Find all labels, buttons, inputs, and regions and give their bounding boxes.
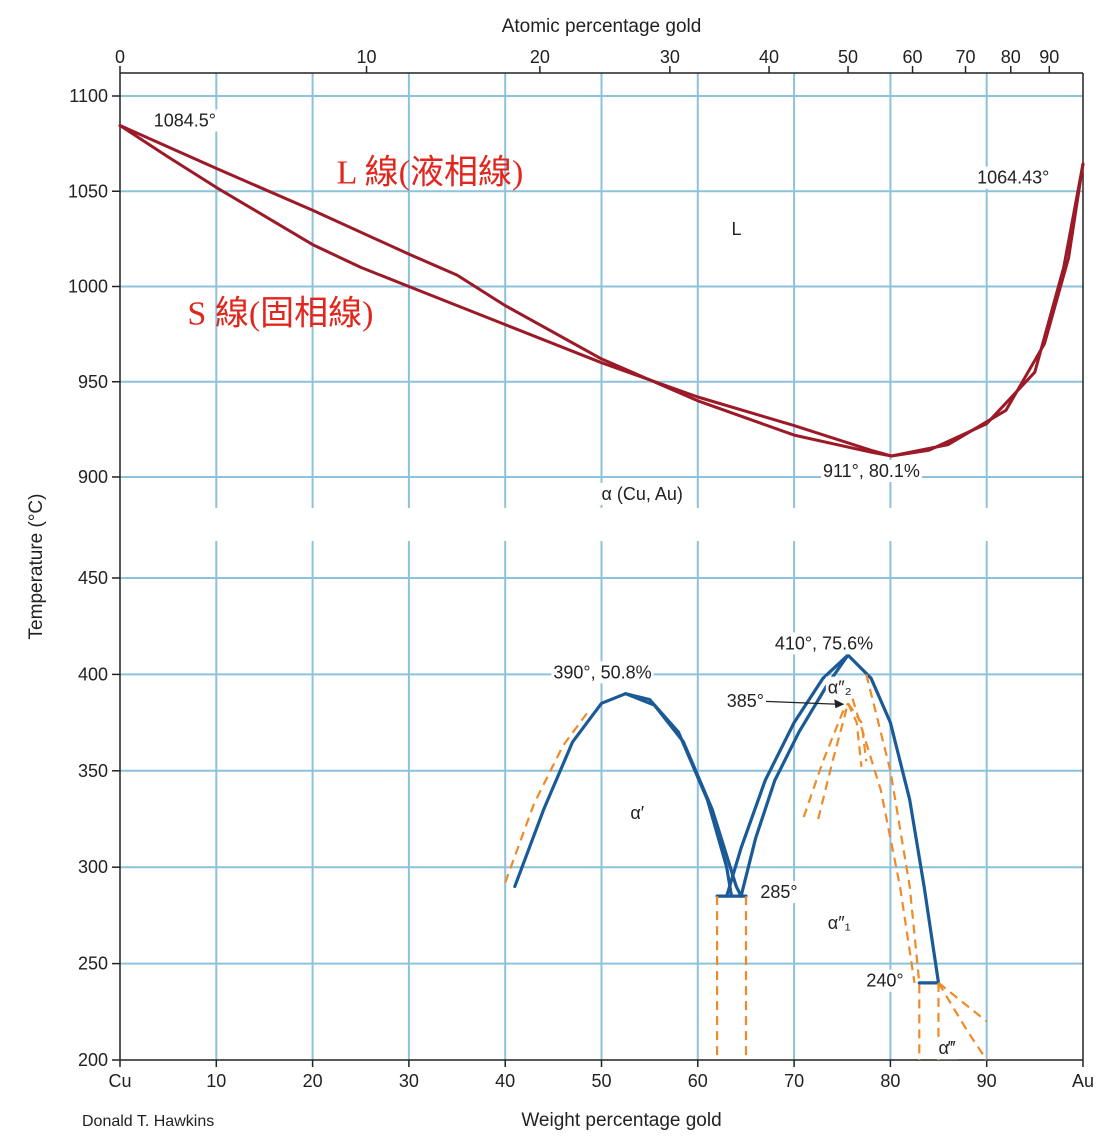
y-tick-label: 1100	[69, 86, 108, 106]
x-axis-title: Weight percentage gold	[521, 1110, 721, 1131]
y-tick-label: 250	[78, 954, 108, 974]
series-metastable-uncertain-boundaries	[847, 702, 868, 762]
y-tick-label: 950	[78, 372, 108, 392]
annotation-bg	[820, 460, 922, 482]
annotation-bg	[825, 911, 853, 934]
annotation-label: α″₁	[828, 913, 851, 933]
annotation-bg	[724, 690, 766, 713]
x-tick-label: 10	[206, 1071, 226, 1091]
series-metastable-uncertain-boundaries	[846, 702, 863, 768]
top-tick-label: 60	[903, 47, 923, 67]
annotation-bg	[729, 218, 744, 241]
annotation-bg	[975, 166, 1052, 189]
annotation-label: 385°	[727, 691, 764, 711]
annotation-bg	[936, 1037, 958, 1060]
y-tick-label: 900	[78, 467, 108, 487]
annotation-label: 1064.43°	[977, 168, 1049, 188]
y-tick-label: 400	[78, 664, 108, 684]
x-tick-label: 90	[977, 1071, 997, 1091]
y-tick-label: 300	[78, 857, 108, 877]
red-note: S 線(固相線)	[187, 295, 373, 333]
series-alpha-1-boundary-right	[846, 653, 941, 985]
top-tick-label: 0	[115, 47, 125, 67]
series-solidus	[118, 124, 1085, 458]
y-tick-label: 1000	[68, 277, 108, 297]
top-tick-label: 20	[530, 47, 550, 67]
x-tick-label: 70	[784, 1071, 804, 1091]
top-tick-label: 50	[838, 47, 858, 67]
top-tick-label: 90	[1039, 47, 1059, 67]
annotation-bg	[599, 482, 685, 505]
series-metastable-uncertain-boundaries	[817, 703, 850, 820]
top-tick-label: 70	[955, 47, 975, 67]
y-tick-label: 200	[78, 1050, 108, 1070]
series-alpha-prime-boundary-outer	[513, 692, 734, 898]
x-tick-label: 40	[495, 1071, 515, 1091]
x-tick-label: 50	[591, 1071, 611, 1091]
annotation-bg	[758, 881, 800, 904]
annotation-bg	[151, 109, 218, 132]
annotation-label: 285°	[760, 882, 797, 902]
annotation-label: α (Cu, Au)	[602, 484, 683, 504]
annotation-arrow	[760, 700, 839, 705]
annotation-label: 410°, 75.6%	[775, 633, 873, 653]
series-metastable-uncertain-boundaries	[865, 674, 921, 1060]
annotation-bg	[628, 802, 647, 824]
red-note: L 線(液相線)	[337, 154, 524, 192]
annotation-label: 240°	[866, 971, 903, 991]
y-tick-label: 450	[78, 568, 108, 588]
y-tick-label: 350	[78, 761, 108, 781]
top-tick-label: 80	[1001, 47, 1021, 67]
series-metastable-uncertain-boundaries	[504, 712, 588, 883]
x-tick-label: 30	[399, 1071, 419, 1091]
annotation-bg	[825, 676, 854, 699]
y-axis-title: Temperature (°C)	[26, 494, 47, 640]
annotation-label: 911°, 80.1%	[823, 461, 920, 481]
x-tick-label: 80	[880, 1071, 900, 1091]
x-tick-label: Au	[1072, 1071, 1094, 1091]
series-alpha-prime-boundary-inner	[624, 692, 743, 898]
annotation-label: α″₂	[828, 678, 852, 698]
annotation-bg	[551, 661, 654, 684]
top-tick-label: 30	[660, 47, 680, 67]
credit-text: Donald T. Hawkins	[82, 1113, 214, 1130]
x-tick-label: Cu	[108, 1071, 131, 1091]
annotation-bg	[864, 969, 906, 992]
top-tick-label: 40	[759, 47, 779, 67]
annotation-label: L	[732, 219, 742, 239]
top-tick-label: 10	[357, 47, 377, 67]
series-metastable-uncertain-boundaries	[937, 982, 988, 1023]
annotation-label: α′	[630, 803, 644, 823]
annotation-label: 1084.5°	[154, 110, 216, 130]
series-metastable-uncertain-boundaries	[937, 982, 988, 1061]
annotation-label: 390°, 50.8%	[553, 662, 651, 682]
series-liquidus	[118, 124, 1085, 458]
series-metastable-uncertain-boundaries	[802, 702, 849, 818]
x-tick-label: 60	[688, 1071, 708, 1091]
y-tick-label: 1050	[68, 181, 108, 201]
annotation-bg	[772, 632, 876, 655]
annotation-label: α‴	[939, 1038, 956, 1058]
annotation-arrowhead	[834, 699, 845, 709]
series-metastable-uncertain-boundaries	[846, 683, 916, 984]
top-axis-title: Atomic percentage gold	[502, 16, 702, 37]
series-alpha-1-boundary-left-outer	[725, 653, 850, 898]
x-tick-label: 20	[303, 1071, 323, 1091]
